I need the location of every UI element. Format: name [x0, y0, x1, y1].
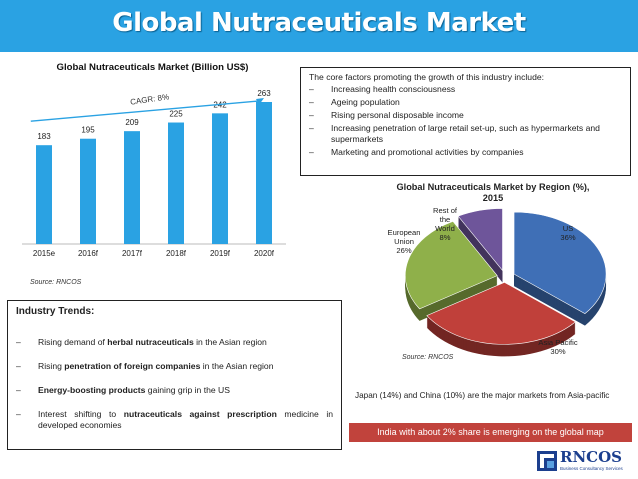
cagr-arrow	[30, 100, 260, 122]
asia-note: Japan (14%) and China (10%) are the majo…	[355, 391, 610, 400]
trend-text: in the Asian region	[193, 337, 267, 347]
bar	[36, 145, 52, 244]
pie-label-line: 8%	[440, 233, 451, 242]
pie-label-line: Asia Pacific	[538, 338, 577, 347]
pie-label-line: Rest of	[433, 206, 458, 215]
cagr-label: CAGR: 8%	[130, 92, 170, 106]
x-tick-label: 2019f	[210, 249, 231, 258]
bar	[80, 138, 96, 244]
x-tick-label: 2016f	[78, 249, 99, 258]
factor-item: – Marketing and promotional activities by…	[309, 147, 524, 157]
bar	[256, 102, 272, 244]
industry-trends-box: Industry Trends: – Rising demand of herba…	[7, 300, 342, 450]
pie-title-line2: 2015	[482, 193, 504, 203]
rncos-logo: RNCOS Business Consultancy Services	[536, 448, 636, 476]
pie-chart: US 36% Asia Pacific 30% European Union 26% Rest…	[388, 206, 607, 357]
factor-item: – Rising personal disposable income	[309, 110, 464, 120]
trend-emphasis: Energy-boosting products	[38, 385, 146, 395]
pie-slice-label: Rest of the World 8%	[433, 206, 458, 242]
pie-slice-label: European Union 26%	[388, 228, 421, 255]
bar-chart-source: Source: RNCOS	[30, 279, 82, 286]
factor-text: Marketing and promotional activities by …	[331, 147, 524, 157]
bar-value-label: 263	[257, 89, 271, 98]
trend-text: Interest shifting to	[38, 409, 124, 419]
pie-label-line: the	[440, 215, 451, 224]
rncos-logo-icon	[537, 451, 557, 471]
factor-text: Increasing health consciousness	[331, 84, 456, 94]
trend-emphasis: herbal nutraceuticals	[107, 337, 194, 347]
trend-text: gaining grip in the US	[145, 385, 230, 395]
logo-name: RNCOS	[560, 448, 623, 466]
pie-slice-label: Asia Pacific 30%	[538, 338, 577, 356]
factor-item: – Increasing penetration of large retail …	[309, 123, 622, 145]
page-title: Global Nutraceuticals Market	[112, 8, 526, 38]
pie-label-line: European	[388, 228, 421, 237]
trend-text: Rising demand of	[38, 337, 108, 347]
pie-slice-label: US 36%	[560, 224, 575, 242]
pie-label-line: Union	[394, 237, 414, 246]
pie-chart-title: Global Nutraceuticals Market by Region (…	[392, 182, 594, 204]
pie-label-line: 30%	[550, 347, 565, 356]
pie-title-line1: Global Nutraceuticals Market by Region (…	[396, 182, 590, 192]
bar-value-label: 183	[37, 132, 51, 141]
factor-text: Increasing penetration of large retail s…	[331, 123, 600, 144]
factors-intro: The core factors promoting the growth of…	[309, 72, 545, 82]
pie-chart-source: Source: RNCOS	[402, 354, 454, 361]
trend-text: Rising	[38, 361, 65, 371]
logo-tagline: Business Consultancy Services	[560, 466, 623, 471]
pie-slice	[457, 208, 503, 272]
bar	[124, 131, 140, 244]
trend-text: in the Asian region	[200, 361, 274, 371]
bar-value-label: 195	[81, 126, 95, 135]
pie-slice	[426, 282, 576, 345]
trend-item: – Rising demand of herbal nutraceuticals …	[16, 337, 267, 347]
factor-text: Rising personal disposable income	[331, 110, 464, 120]
india-banner: India with about 2% share is emerging on…	[349, 423, 632, 442]
trends-heading: Industry Trends:	[16, 306, 95, 317]
trend-emphasis: penetration of foreign companies	[64, 361, 201, 371]
cagr-arrowhead	[256, 98, 264, 105]
trend-emphasis: nutraceuticals against prescription	[123, 409, 277, 419]
trend-item: – Energy-boosting products gaining grip i…	[16, 385, 230, 395]
bar-value-label: 225	[169, 110, 183, 119]
bar	[168, 122, 184, 244]
pie-slice	[513, 211, 607, 315]
factor-item: – Ageing population	[309, 97, 400, 107]
x-tick-label: 2017f	[122, 249, 143, 258]
factor-text: Ageing population	[331, 97, 400, 107]
trend-item: – Rising penetration of foreign companies…	[16, 361, 274, 371]
bar-chart-title: Global Nutraceuticals Market (Billion US…	[56, 62, 249, 73]
x-tick-label: 2018f	[166, 249, 187, 258]
pie-label-line: 26%	[396, 246, 411, 255]
trend-text: medicine in developed economies	[38, 409, 334, 430]
pie-slice	[405, 220, 498, 310]
pie-label-line: World	[435, 224, 455, 233]
bar	[212, 113, 228, 244]
factor-item: – Increasing health consciousness	[309, 84, 456, 94]
header-bar: Global Nutraceuticals Market	[0, 0, 638, 52]
trend-item: – Interest shifting to nutraceuticals aga…	[16, 409, 334, 430]
growth-factors-box: The core factors promoting the growth of…	[300, 67, 631, 176]
x-tick-label: 2020f	[254, 249, 275, 258]
bar-chart: CAGR: 8% 183 2015e 195 2016f 209 2017f 225 2018…	[22, 89, 286, 258]
pie-label-line: 36%	[560, 233, 575, 242]
x-tick-label: 2015e	[33, 249, 56, 258]
pie-label-line: US	[563, 224, 574, 233]
bar-value-label: 209	[125, 118, 139, 127]
